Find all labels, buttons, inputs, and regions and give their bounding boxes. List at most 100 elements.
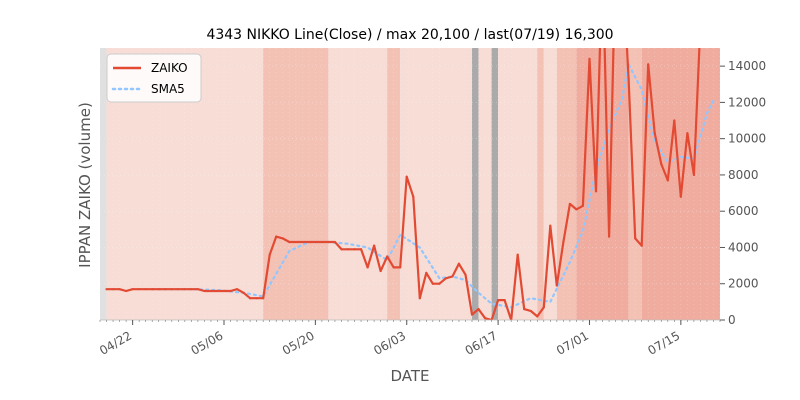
data-point-zaiko xyxy=(647,63,650,66)
data-point-zaiko xyxy=(346,248,350,251)
data-point-zaiko xyxy=(373,244,376,247)
data-point-zaiko xyxy=(118,288,121,291)
data-point-zaiko xyxy=(627,77,630,80)
data-point-zaiko xyxy=(529,309,532,313)
band-9 xyxy=(498,48,538,320)
data-point-zaiko xyxy=(229,289,232,293)
data-point-zaiko xyxy=(503,298,506,302)
band-13 xyxy=(576,48,629,320)
data-point-zaiko xyxy=(562,240,565,244)
data-point-zaiko xyxy=(653,132,656,135)
x-tick-label: 04/22 xyxy=(97,328,134,357)
data-point-zaiko xyxy=(111,288,115,291)
data-point-zaiko xyxy=(470,313,474,316)
y-tick-label: 8000 xyxy=(728,168,759,182)
y-tick-label: 6000 xyxy=(728,204,759,218)
data-point-zaiko xyxy=(164,288,167,291)
x-tick-label: 07/15 xyxy=(645,328,682,357)
data-point-zaiko xyxy=(307,240,310,244)
data-point-zaiko xyxy=(399,266,402,269)
data-point-zaiko xyxy=(464,273,467,276)
x-tick-label: 07/01 xyxy=(554,328,591,357)
series-line-sma5 xyxy=(151,60,715,309)
data-point-zaiko xyxy=(196,288,199,291)
data-point-zaiko xyxy=(477,308,480,311)
y-tick-label: 10000 xyxy=(728,132,766,146)
data-point-zaiko xyxy=(359,248,363,251)
data-point-zaiko xyxy=(125,289,128,293)
band-2 xyxy=(263,48,329,320)
data-point-zaiko xyxy=(392,266,395,269)
data-point-zaiko xyxy=(249,297,252,300)
gridlines xyxy=(99,48,721,321)
band-5 xyxy=(400,48,472,320)
data-point-zaiko xyxy=(483,317,487,320)
data-point-zaiko xyxy=(262,297,265,300)
y-tick-label: 4000 xyxy=(728,240,759,254)
data-point-zaiko xyxy=(673,119,676,122)
band-15 xyxy=(641,48,720,320)
data-point-zaiko xyxy=(660,162,663,166)
y-tick-label: 12000 xyxy=(728,95,766,109)
data-point-zaiko xyxy=(177,288,180,291)
data-point-zaiko xyxy=(183,288,186,291)
band-8 xyxy=(491,48,499,320)
data-point-zaiko xyxy=(386,255,389,258)
data-point-zaiko xyxy=(706,23,708,25)
data-point-zaiko xyxy=(497,298,500,302)
data-point-zaiko xyxy=(575,208,578,211)
chart-title: 4343 NIKKO Line(Close) / max 20,100 / la… xyxy=(206,27,613,43)
x-axis: 04/22 05/06 05/20 06/03 06/17 07/01 07/15 xyxy=(97,319,721,358)
data-point-zaiko xyxy=(686,132,689,135)
legend-label-sma5: SMA5 xyxy=(151,82,185,96)
data-point-zaiko xyxy=(281,237,284,240)
band-3 xyxy=(328,48,388,320)
data-point-zaiko xyxy=(151,288,154,291)
x-tick-label: 06/17 xyxy=(463,328,500,357)
data-point-zaiko xyxy=(438,282,441,285)
data-point-zaiko xyxy=(157,288,160,291)
legend-label-zaiko: ZAIKO xyxy=(151,61,188,75)
data-point-zaiko xyxy=(457,262,461,265)
data-point-zaiko xyxy=(405,175,408,178)
data-point-zaiko xyxy=(634,237,637,240)
band-6 xyxy=(472,48,479,320)
data-point-zaiko xyxy=(581,204,585,207)
band-14 xyxy=(628,48,642,320)
data-point-zaiko xyxy=(327,240,330,244)
data-point-zaiko xyxy=(268,253,271,256)
data-point-zaiko xyxy=(144,288,147,291)
data-point-zaiko xyxy=(294,240,297,244)
data-point-zaiko xyxy=(242,291,245,294)
data-point-zaiko xyxy=(412,195,415,198)
y-tick-label: 2000 xyxy=(728,277,759,291)
legend: ZAIKO SMA5 xyxy=(106,53,202,103)
data-point-zaiko xyxy=(640,244,643,247)
data-point-zaiko xyxy=(255,297,258,300)
data-point-zaiko xyxy=(666,179,669,182)
x-tick-label: 06/03 xyxy=(371,328,408,357)
y-axis: 0 2000 4000 6000 8000 10000 12000 14000 xyxy=(720,59,766,327)
data-point-zaiko xyxy=(444,277,447,280)
data-point-zaiko xyxy=(340,248,343,251)
data-point-zaiko xyxy=(235,288,239,291)
data-point-zaiko xyxy=(203,289,206,293)
data-point-zaiko xyxy=(536,315,539,318)
series-layer xyxy=(105,23,715,320)
data-point-zaiko xyxy=(542,306,545,309)
data-point-zaiko xyxy=(679,195,682,198)
x-axis-label: DATE xyxy=(390,367,429,385)
y-tick-label: 14000 xyxy=(728,59,766,73)
data-point-zaiko xyxy=(138,288,141,291)
band-10 xyxy=(537,48,544,320)
data-point-zaiko xyxy=(425,271,428,274)
data-point-zaiko xyxy=(451,275,454,278)
y-tick-label: 0 xyxy=(728,313,736,327)
data-point-zaiko xyxy=(523,308,526,311)
data-point-zaiko xyxy=(333,240,337,244)
data-point-zaiko xyxy=(555,284,558,287)
data-point-zaiko xyxy=(607,235,611,238)
data-point-zaiko xyxy=(366,266,369,269)
data-point-zaiko xyxy=(170,288,173,291)
